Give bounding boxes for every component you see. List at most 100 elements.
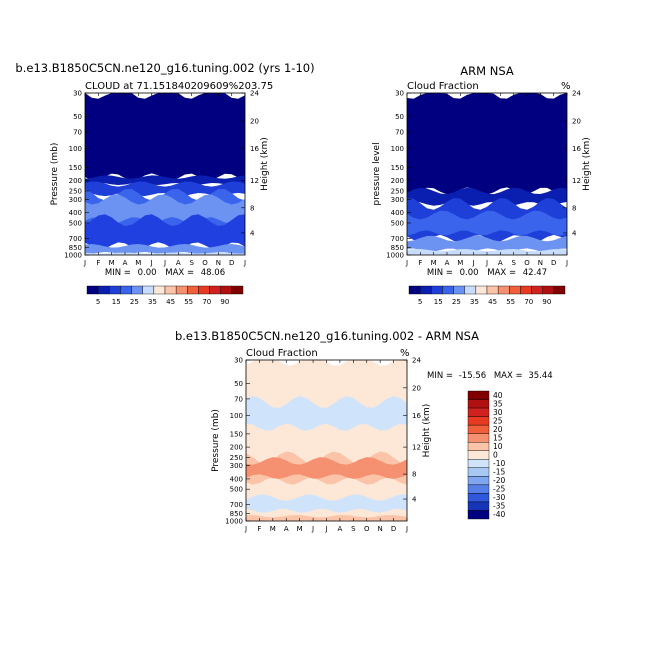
y-tick-label: 250 <box>230 454 243 462</box>
colorbar-label: 35 <box>493 399 503 408</box>
y-axis-label: Pressure (mb) <box>211 409 221 472</box>
y-tick-label: 70 <box>234 395 243 403</box>
colorbar-label: 35 <box>470 298 479 306</box>
panel-diff-plot: J F M A M J J A S O N D J305070100150200250300400500… <box>211 357 432 534</box>
x-tick-label: A <box>284 525 289 533</box>
y-tick-label: 70 <box>395 129 404 137</box>
contour-band <box>407 93 567 195</box>
colorbar-label: 25 <box>452 298 461 306</box>
contour-band <box>85 194 245 224</box>
panel-obs-title: ARM NSA <box>460 64 514 78</box>
y-tick-label: 500 <box>230 486 243 494</box>
colorbar-swatch <box>475 285 488 295</box>
x-tick-label: M <box>297 525 303 533</box>
colorbar-swatch <box>419 285 432 295</box>
y-axis-label: Pressure (mb) <box>50 143 60 206</box>
colorbar-swatch <box>497 285 510 295</box>
contour-field <box>246 360 407 521</box>
x-tick-label: J <box>83 259 86 267</box>
colorbar-swatch <box>467 416 490 426</box>
y2-axis-label: Height (km) <box>260 137 270 191</box>
y-tick-label: 700 <box>230 501 243 509</box>
colorbar-label: 45 <box>488 298 497 306</box>
y-tick-label: 50 <box>395 113 404 121</box>
colorbar-swatch <box>120 285 132 295</box>
y-tick-label: 1000 <box>64 252 82 260</box>
x-tick-label: M <box>431 259 437 267</box>
y-tick-label: 50 <box>73 113 82 121</box>
x-tick-label: M <box>109 259 115 267</box>
y2-tick-label: 4 <box>412 496 417 504</box>
colorbar-swatch <box>467 459 490 468</box>
contour-band <box>407 210 567 236</box>
colorbar-swatch <box>467 476 490 486</box>
y-tick-label: 150 <box>230 430 243 438</box>
colorbar-swatch <box>187 285 199 295</box>
contour-band <box>246 457 407 479</box>
x-tick-label: A <box>498 259 503 267</box>
x-tick-label: J <box>163 259 166 267</box>
colorbar-swatch <box>131 285 143 295</box>
x-tick-label: M <box>270 525 276 533</box>
y-tick-label: 50 <box>234 380 243 388</box>
panel-model: b.e13.B1850C5CN.ne120_g16.tuning.002 (yr… <box>15 61 314 306</box>
x-tick-label: J <box>150 259 153 267</box>
panel-model-title: b.e13.B1850C5CN.ne120_g16.tuning.002 (yr… <box>15 61 314 75</box>
y2-tick-label: 8 <box>572 204 576 212</box>
colorbar-swatch <box>142 285 155 295</box>
contour-band <box>85 175 245 185</box>
x-tick-label: N <box>216 259 221 267</box>
colorbar-label: -10 <box>493 459 505 468</box>
colorbar-swatch <box>408 285 421 295</box>
panel-diff-subtitle: Cloud Fraction <box>246 348 318 359</box>
colorbar-label: 15 <box>112 298 121 306</box>
x-tick-label: D <box>391 525 396 533</box>
colorbar-swatch <box>531 285 543 295</box>
colorbar-swatch <box>467 450 490 460</box>
x-tick-label: N <box>378 525 383 533</box>
colorbar-label: 55 <box>506 298 515 306</box>
colorbar-swatch <box>464 285 477 295</box>
contour-field <box>85 93 245 255</box>
x-tick-label: J <box>243 259 246 267</box>
colorbar-swatch <box>467 484 490 494</box>
y-tick-label: 30 <box>395 90 404 98</box>
y-tick-label: 100 <box>230 412 243 420</box>
y-tick-label: 850 <box>69 244 82 252</box>
panel-model-plot: J F M A M J J A S O N D J305070100150200250300400500… <box>50 90 270 268</box>
colorbar-label: 25 <box>130 298 139 306</box>
x-tick-label: M <box>135 259 141 267</box>
colorbar-swatch <box>467 493 490 503</box>
colorbar-swatch <box>509 285 521 295</box>
colorbar-label: -30 <box>493 493 505 502</box>
colorbar-swatch <box>198 285 210 295</box>
colorbar-label: -40 <box>493 510 505 519</box>
contour-band <box>246 396 407 431</box>
colorbar-swatch <box>467 467 490 477</box>
colorbar-label: 5 <box>96 298 100 306</box>
y2-tick-label: 8 <box>250 204 254 212</box>
colorbar-swatch <box>109 285 121 295</box>
colorbar-label: 10 <box>493 442 503 451</box>
x-tick-label: J <box>405 259 408 267</box>
colorbar-swatch <box>467 510 490 520</box>
x-tick-label: O <box>524 259 530 267</box>
x-tick-label: A <box>123 259 128 267</box>
y-tick-label: 300 <box>69 196 82 204</box>
x-tick-label: O <box>202 259 208 267</box>
x-tick-label: J <box>311 525 314 533</box>
colorbar-label: 70 <box>524 298 533 306</box>
colorbar-swatch <box>467 442 490 451</box>
y2-axis-label: Height (km) <box>422 404 432 458</box>
panel-model-colorbar: 5 15 25 35 45 55 70 90 <box>86 285 244 306</box>
colorbar-swatch <box>231 285 244 295</box>
panel-obs-plot: J F M A M J J A S O N D J305070100150200250300400500… <box>372 90 592 268</box>
y-tick-label: 700 <box>391 235 404 243</box>
y-tick-label: 300 <box>230 462 243 470</box>
y-tick-label: 30 <box>73 90 82 98</box>
x-tick-label: F <box>96 259 100 267</box>
colorbar-label: 55 <box>184 298 193 306</box>
y-tick-label: 500 <box>69 219 82 227</box>
